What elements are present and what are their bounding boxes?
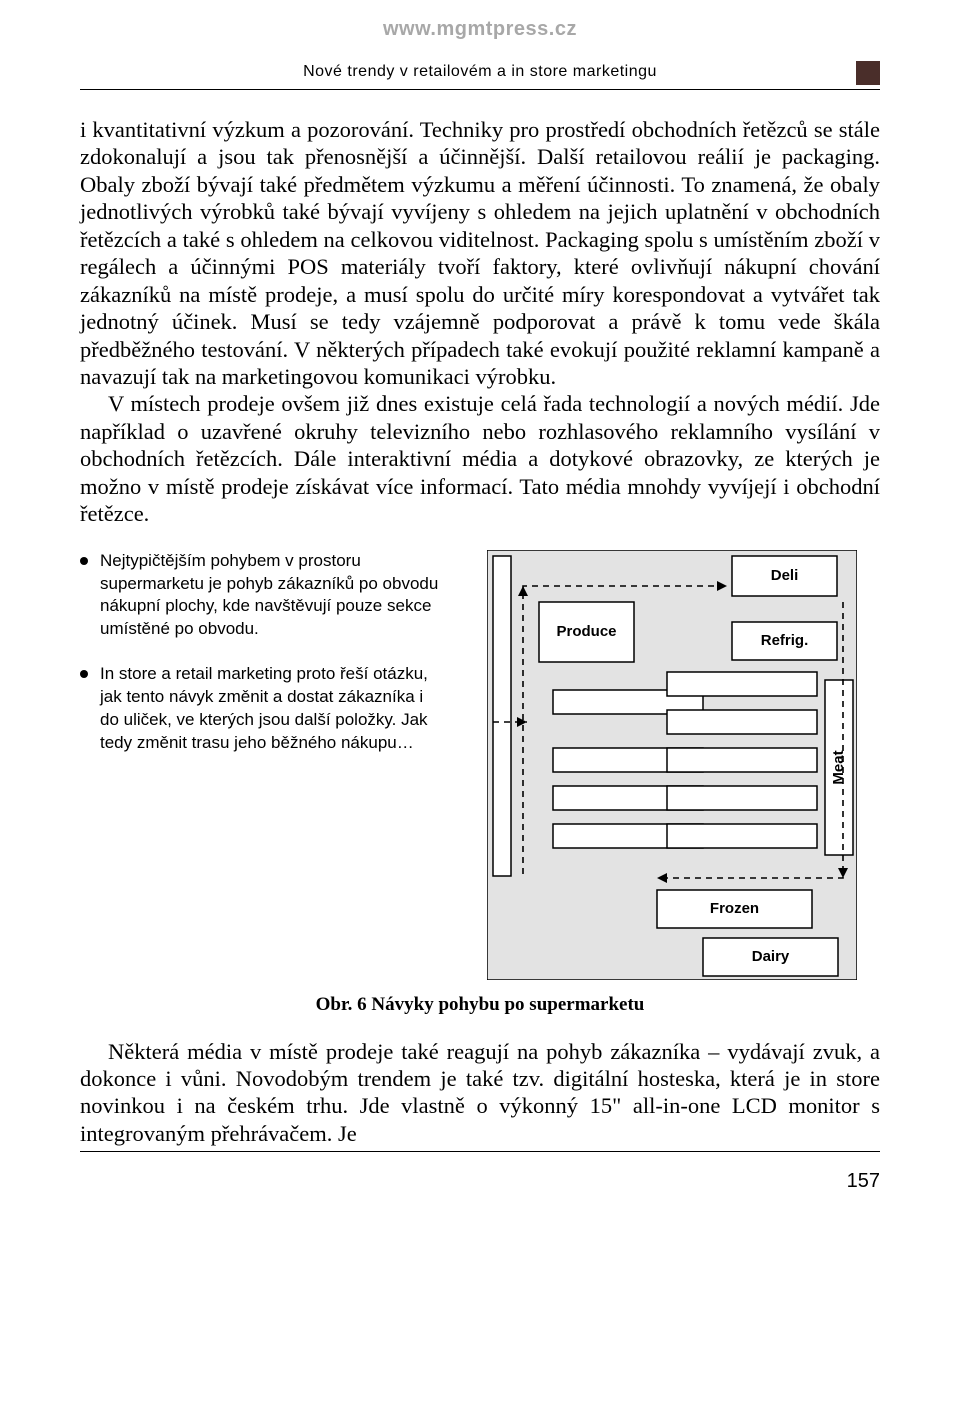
svg-text:Refrig.: Refrig. bbox=[760, 632, 808, 649]
page-number: 157 bbox=[80, 1170, 880, 1193]
svg-text:Meat: Meat bbox=[829, 750, 846, 784]
watermark-url: www.mgmtpress.cz bbox=[80, 18, 880, 41]
body-paragraph-3: Některá média v místě prodeje také reagu… bbox=[80, 1038, 880, 1148]
running-head: Nové trendy v retailovém a in store mark… bbox=[80, 63, 880, 81]
bullet-item: Nejtypičtějším pohybem v prostoru superm… bbox=[80, 550, 445, 642]
footer-rule bbox=[80, 1151, 880, 1152]
svg-text:Frozen: Frozen bbox=[709, 900, 758, 917]
header-rule bbox=[80, 89, 880, 90]
bullet-text: In store a retail marketing proto řeší o… bbox=[100, 663, 445, 755]
svg-text:Deli: Deli bbox=[770, 567, 798, 584]
bullet-dot-icon bbox=[80, 670, 88, 678]
bullet-dot-icon bbox=[80, 557, 88, 565]
bullet-text: Nejtypičtějším pohybem v prostoru superm… bbox=[100, 550, 445, 642]
bullet-item: In store a retail marketing proto řeší o… bbox=[80, 663, 445, 755]
svg-text:Produce: Produce bbox=[556, 623, 616, 640]
body-paragraph-1: i kvantitativní výzkum a pozorování. Tec… bbox=[80, 116, 880, 390]
chapter-marker bbox=[856, 61, 880, 85]
figure-caption: Obr. 6 Návyky pohybu po supermarketu bbox=[80, 994, 880, 1016]
bullet-list: Nejtypičtějším pohybem v prostoru superm… bbox=[80, 550, 445, 980]
body-paragraph-2: V místech prodeje ovšem již dnes existuj… bbox=[80, 390, 880, 527]
svg-text:Dairy: Dairy bbox=[751, 948, 789, 965]
supermarket-diagram: Produce Deli Refrig. Frozen Dairy Meat bbox=[487, 550, 857, 980]
running-head-text: Nové trendy v retailovém a in store mark… bbox=[303, 63, 657, 80]
